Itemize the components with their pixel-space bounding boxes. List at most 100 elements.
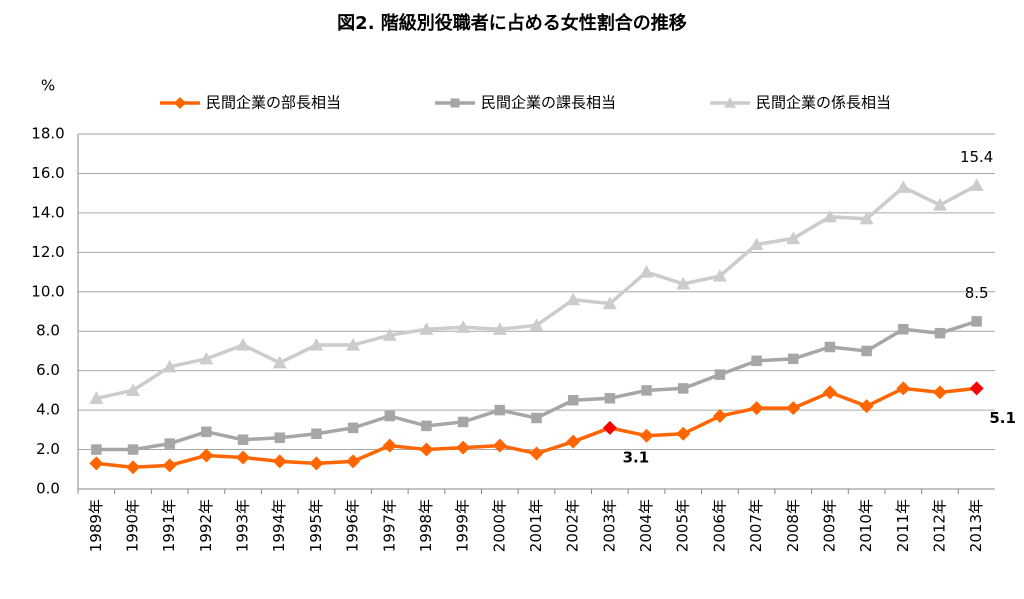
- marker: [127, 444, 139, 455]
- marker: [164, 438, 175, 449]
- marker: [236, 338, 251, 351]
- marker: [89, 391, 104, 404]
- marker: [724, 97, 736, 108]
- x-tick-label: 1996年: [344, 499, 362, 552]
- x-tick-label: 1998年: [417, 499, 435, 552]
- marker: [969, 381, 984, 396]
- marker: [677, 383, 689, 394]
- x-tick-label: 1990年: [124, 499, 142, 552]
- legend-label: 民間企業の部長相当: [206, 94, 341, 112]
- marker: [126, 460, 141, 475]
- marker: [898, 324, 909, 335]
- marker: [309, 456, 324, 471]
- marker: [91, 444, 102, 455]
- x-tick-label: 1997年: [380, 499, 398, 552]
- marker: [492, 438, 507, 453]
- x-tick-label: 2007年: [747, 499, 765, 552]
- marker: [419, 442, 434, 457]
- y-tick-label: 18.0: [31, 125, 64, 143]
- y-tick-label: 10.0: [31, 282, 64, 300]
- marker: [199, 448, 214, 463]
- marker: [274, 432, 285, 443]
- marker: [126, 383, 141, 396]
- marker: [934, 327, 946, 339]
- y-tick-label: 12.0: [31, 243, 64, 261]
- marker: [824, 341, 836, 353]
- marker: [382, 438, 397, 453]
- marker: [861, 345, 872, 357]
- marker: [749, 237, 764, 251]
- marker: [384, 410, 396, 422]
- marker: [932, 198, 947, 211]
- marker: [969, 178, 984, 191]
- marker: [859, 399, 874, 414]
- marker: [89, 456, 104, 471]
- marker: [457, 416, 469, 428]
- marker: [566, 434, 581, 449]
- y-tick-label: 8.0: [36, 322, 60, 340]
- marker: [602, 420, 617, 435]
- marker: [786, 401, 801, 416]
- marker: [971, 316, 982, 327]
- x-tick-label: 2002年: [564, 499, 582, 552]
- marker: [896, 180, 911, 193]
- marker: [751, 355, 762, 367]
- series-line: [96, 319, 978, 452]
- marker: [199, 351, 214, 365]
- marker: [531, 412, 542, 424]
- x-tick-label: 2010年: [857, 499, 875, 552]
- marker: [201, 426, 212, 438]
- marker: [419, 322, 434, 335]
- x-tick-label: 1994年: [270, 499, 288, 552]
- marker: [494, 404, 506, 416]
- x-tick-label: 2003年: [600, 499, 618, 552]
- marker: [309, 338, 324, 351]
- x-tick-label: 2008年: [784, 499, 802, 552]
- marker: [932, 385, 947, 400]
- x-tick-label: 2011年: [894, 499, 912, 552]
- marker: [602, 296, 617, 310]
- marker: [311, 428, 322, 440]
- marker: [450, 98, 460, 108]
- data-label: 15.4: [960, 148, 993, 166]
- marker: [712, 409, 727, 424]
- x-tick-label: 1995年: [307, 499, 325, 552]
- x-tick-label: 1989年: [87, 499, 105, 552]
- marker: [567, 395, 579, 406]
- marker: [382, 328, 397, 341]
- marker: [676, 276, 691, 290]
- marker: [641, 385, 652, 396]
- x-tick-label: 2000年: [490, 499, 508, 552]
- marker: [822, 385, 837, 400]
- legend-label: 民間企業の係長相当: [756, 94, 891, 112]
- marker: [272, 454, 287, 469]
- marker: [714, 369, 726, 380]
- y-unit: %: [41, 77, 55, 95]
- marker: [749, 401, 764, 416]
- y-tick-label: 0.0: [36, 480, 60, 498]
- marker: [236, 450, 251, 465]
- x-tick-label: 2004年: [637, 499, 655, 552]
- x-tick-label: 2005年: [674, 499, 692, 552]
- legend-label: 民間企業の課長相当: [481, 94, 616, 112]
- data-label: 8.5: [965, 284, 989, 302]
- marker: [604, 393, 616, 404]
- y-tick-label: 14.0: [31, 203, 64, 221]
- marker: [421, 420, 432, 432]
- marker: [639, 428, 654, 443]
- data-label: 3.1: [623, 448, 650, 466]
- marker: [456, 440, 471, 455]
- marker: [786, 231, 801, 245]
- x-tick-label: 2013年: [967, 499, 985, 552]
- marker: [346, 338, 361, 351]
- marker: [162, 359, 177, 373]
- marker: [174, 97, 186, 109]
- marker: [822, 209, 837, 223]
- marker: [712, 269, 727, 282]
- x-tick-label: 2012年: [930, 499, 948, 552]
- data-label: 5.1: [989, 409, 1016, 427]
- marker: [346, 454, 361, 469]
- marker: [456, 320, 471, 333]
- marker: [529, 318, 544, 331]
